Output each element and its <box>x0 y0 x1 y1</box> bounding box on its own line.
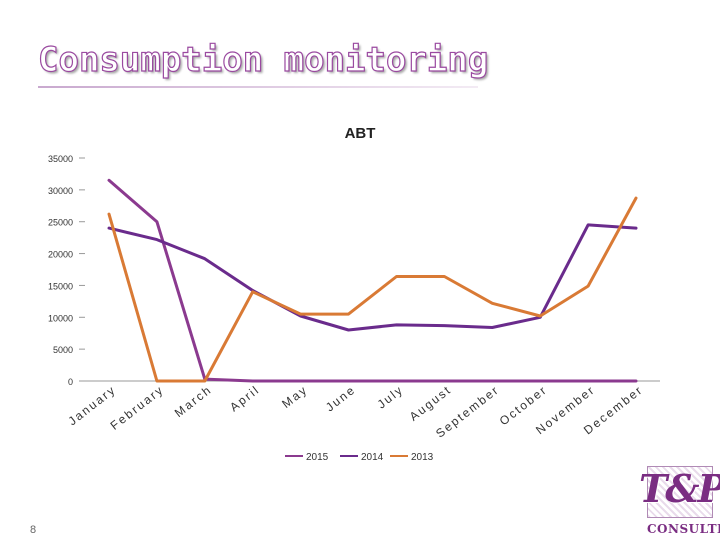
y-tick-label: 35000 <box>48 154 73 164</box>
legend-label: 2013 <box>411 452 434 463</box>
y-tick-label: 25000 <box>48 218 73 228</box>
logo-text: CONSULTING <box>647 522 720 536</box>
slide-number: 8 <box>30 524 37 536</box>
series-line-2015 <box>107 178 638 383</box>
logo-background <box>647 466 713 518</box>
x-tick-label: April <box>227 382 262 414</box>
y-tick-label: 30000 <box>48 186 73 196</box>
legend-label: 2015 <box>306 452 329 463</box>
x-tick-label: June <box>323 382 358 414</box>
y-tick-label: 15000 <box>48 281 73 291</box>
chart-title: ABT <box>345 125 376 142</box>
x-tick-label: July <box>375 382 407 411</box>
x-tick-label: March <box>172 382 215 420</box>
series-line-2013 <box>107 196 638 383</box>
legend-label: 2014 <box>361 452 384 463</box>
y-tick-label: 10000 <box>48 313 73 323</box>
series-line-2014 <box>107 223 638 332</box>
slide-title: Consumption monitoring <box>37 39 489 80</box>
company-logo: T&P CONSULTING <box>625 462 720 540</box>
x-tick-label: May <box>279 382 310 411</box>
x-tick-label: February <box>108 382 167 432</box>
y-tick-label: 5000 <box>53 345 73 355</box>
title-underline <box>38 86 478 88</box>
y-tick-label: 0 <box>68 377 73 387</box>
line-chart: ABT35000300002500020000150001000050000Ja… <box>48 125 660 463</box>
logo-mark: T&P <box>639 466 720 511</box>
y-tick-label: 20000 <box>48 250 73 260</box>
